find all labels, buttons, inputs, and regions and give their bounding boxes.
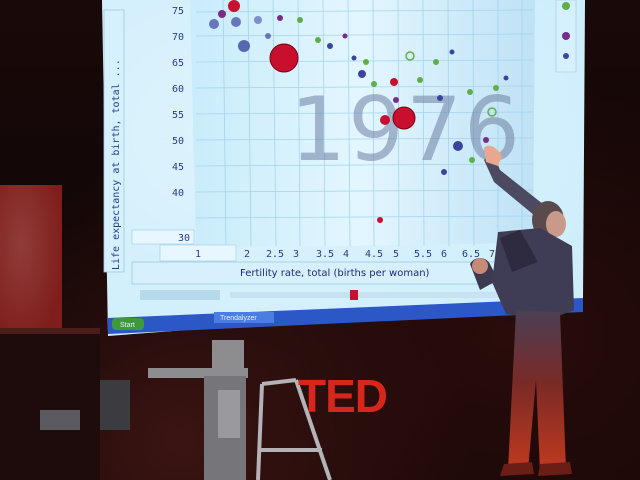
start-button[interactable] <box>112 318 144 330</box>
x-tick: 3 <box>293 249 299 260</box>
ted-logo: TED <box>298 370 387 422</box>
y-tick: 30 <box>178 233 190 244</box>
x-ticks: 1 2 2.5 3 3.5 4 4.5 5 5.5 6 6.5 7 <box>159 244 495 262</box>
x-tick: 2.5 <box>266 249 284 260</box>
start-button-label: Start <box>120 322 135 329</box>
legend <box>555 0 577 73</box>
x-tick: 4.5 <box>365 249 383 260</box>
x-axis-label: Fertility rate, total (births per woman) <box>240 268 430 279</box>
x-tick: 2 <box>244 249 250 260</box>
bubble-cloud <box>209 0 509 223</box>
lectern <box>148 340 248 480</box>
x-tick: 6 <box>441 249 447 260</box>
y-tick: 55 <box>172 110 184 121</box>
y-tick: 45 <box>172 162 184 173</box>
year-watermark: 1976 <box>290 78 522 181</box>
side-table <box>0 328 130 480</box>
play-controls[interactable] <box>140 290 220 300</box>
taskbar-item[interactable] <box>214 312 274 323</box>
x-tick: 7 <box>489 249 495 260</box>
taskbar-item-label: Trendalyzer <box>220 315 257 322</box>
y-tick: 60 <box>172 84 184 95</box>
step-ladder <box>256 378 332 480</box>
presenter <box>470 145 574 476</box>
y-ticks: 75 70 65 60 55 50 45 40 30 <box>131 6 195 245</box>
y-tick: 65 <box>172 58 184 69</box>
x-tick: 1 <box>195 249 201 260</box>
time-slider-thumb[interactable] <box>350 290 358 300</box>
y-axis-label: Life expectancy at birth, total ... <box>111 59 122 270</box>
x-tick: 5.5 <box>414 249 432 260</box>
x-tick: 5 <box>393 249 399 260</box>
taskbar <box>108 298 583 334</box>
x-tick: 3.5 <box>316 249 334 260</box>
y-tick: 75 <box>172 6 184 17</box>
projection-screen: 1976 Life expectancy at birth, total ...… <box>102 0 585 336</box>
y-tick: 70 <box>172 32 184 43</box>
y-tick: 50 <box>172 136 184 147</box>
time-slider[interactable] <box>230 292 530 298</box>
y-tick: 40 <box>172 188 184 199</box>
x-tick: 4 <box>343 249 349 260</box>
y-axis-label-box <box>103 9 125 273</box>
x-tick: 6.5 <box>462 249 480 260</box>
